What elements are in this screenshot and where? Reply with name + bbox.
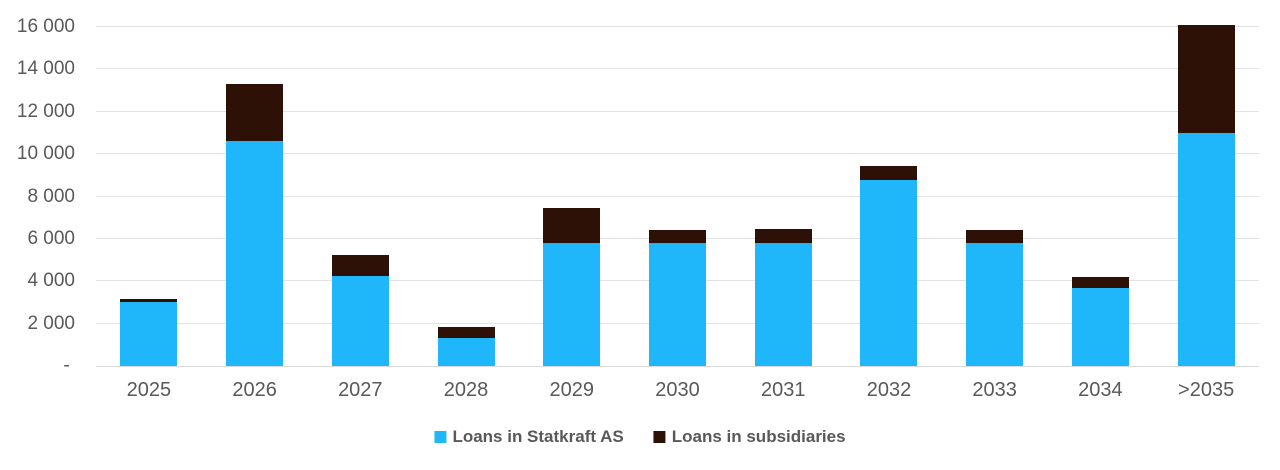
y-tick-label: 6 000: [27, 227, 75, 249]
bar-segment-statkraft-2030: [649, 243, 706, 366]
x-tick-label: >2035: [1178, 379, 1235, 401]
y-tick-label: 4 000: [27, 270, 75, 292]
legend-swatch-statkraft-icon: [434, 431, 447, 443]
y-tick-label: -: [63, 355, 75, 376]
bar-segment-subsidiaries-2028: [437, 326, 495, 339]
gridline: [96, 26, 1259, 27]
y-tick-label: 12 000: [16, 100, 75, 122]
bar-segment-statkraft-gt2035: [1177, 132, 1235, 366]
x-tick-label: 2027: [338, 379, 383, 401]
x-tick-label: 2033: [972, 379, 1017, 401]
gridline: [96, 153, 1259, 155]
x-tick-label: 2028: [443, 379, 489, 401]
gridline: [96, 195, 1259, 197]
bar-segment-subsidiaries-2030: [649, 230, 706, 244]
legend: Loans in Statkraft AS Loans in subsidiar…: [434, 427, 846, 447]
y-tick-label: 8 000: [27, 185, 75, 207]
y-tick-label: 16 000: [16, 16, 75, 37]
x-tick-label: 2034: [1078, 379, 1123, 401]
gridline: [96, 68, 1259, 70]
bar-segment-subsidiaries-2029: [543, 208, 601, 244]
bar-segment-statkraft-2034: [1071, 287, 1129, 366]
legend-label-statkraft: Loans in Statkraft AS: [452, 427, 624, 446]
x-tick-label: 2032: [866, 379, 912, 401]
x-tick-label: 2029: [549, 379, 595, 401]
bar-segment-statkraft-2026: [226, 141, 284, 366]
bar-segment-statkraft-2028: [437, 338, 495, 366]
bar-segment-statkraft-2029: [543, 243, 601, 366]
bar-segment-statkraft-2033: [966, 243, 1024, 366]
x-tick-label: 2025: [126, 379, 172, 401]
y-tick-label: 10 000: [16, 143, 75, 165]
y-tick-label: 14 000: [16, 58, 75, 80]
gridline: [96, 110, 1259, 112]
bar-segment-subsidiaries-2027: [331, 254, 389, 276]
bar-segment-statkraft-2025: [120, 302, 178, 366]
x-tick-label: 2026: [232, 379, 277, 401]
bar-segment-subsidiaries-2032: [860, 165, 918, 180]
bar-segment-subsidiaries-gt2035: [1177, 24, 1235, 133]
bar-segment-subsidiaries-2034: [1071, 277, 1129, 288]
x-axis-line: [96, 366, 1259, 367]
y-tick-label: 2 000: [27, 312, 75, 334]
x-tick-label: 2030: [655, 379, 700, 401]
legend-label-subsidiaries: Loans in subsidiaries: [671, 427, 846, 446]
bar-segment-statkraft-2027: [331, 275, 389, 366]
bar-segment-subsidiaries-2033: [966, 230, 1024, 244]
bar-segment-statkraft-2032: [860, 179, 918, 366]
legend-item-loans-subsidiaries: Loans in subsidiaries: [653, 427, 846, 447]
x-tick-label: 2031: [760, 379, 806, 401]
bar-segment-subsidiaries-2025: [120, 299, 178, 303]
bar-segment-statkraft-2031: [754, 243, 812, 366]
bar-segment-subsidiaries-2026: [226, 84, 284, 142]
legend-swatch-subsidiaries-icon: [653, 431, 666, 443]
plot-area: [96, 24, 1259, 367]
bar-segment-subsidiaries-2031: [754, 229, 812, 244]
legend-item-loans-statkraft: Loans in Statkraft AS: [434, 427, 624, 447]
y-axis: - 2 000 4 000 6 000 8 000 10 000 12 000 14 000…: [0, 0, 75, 470]
